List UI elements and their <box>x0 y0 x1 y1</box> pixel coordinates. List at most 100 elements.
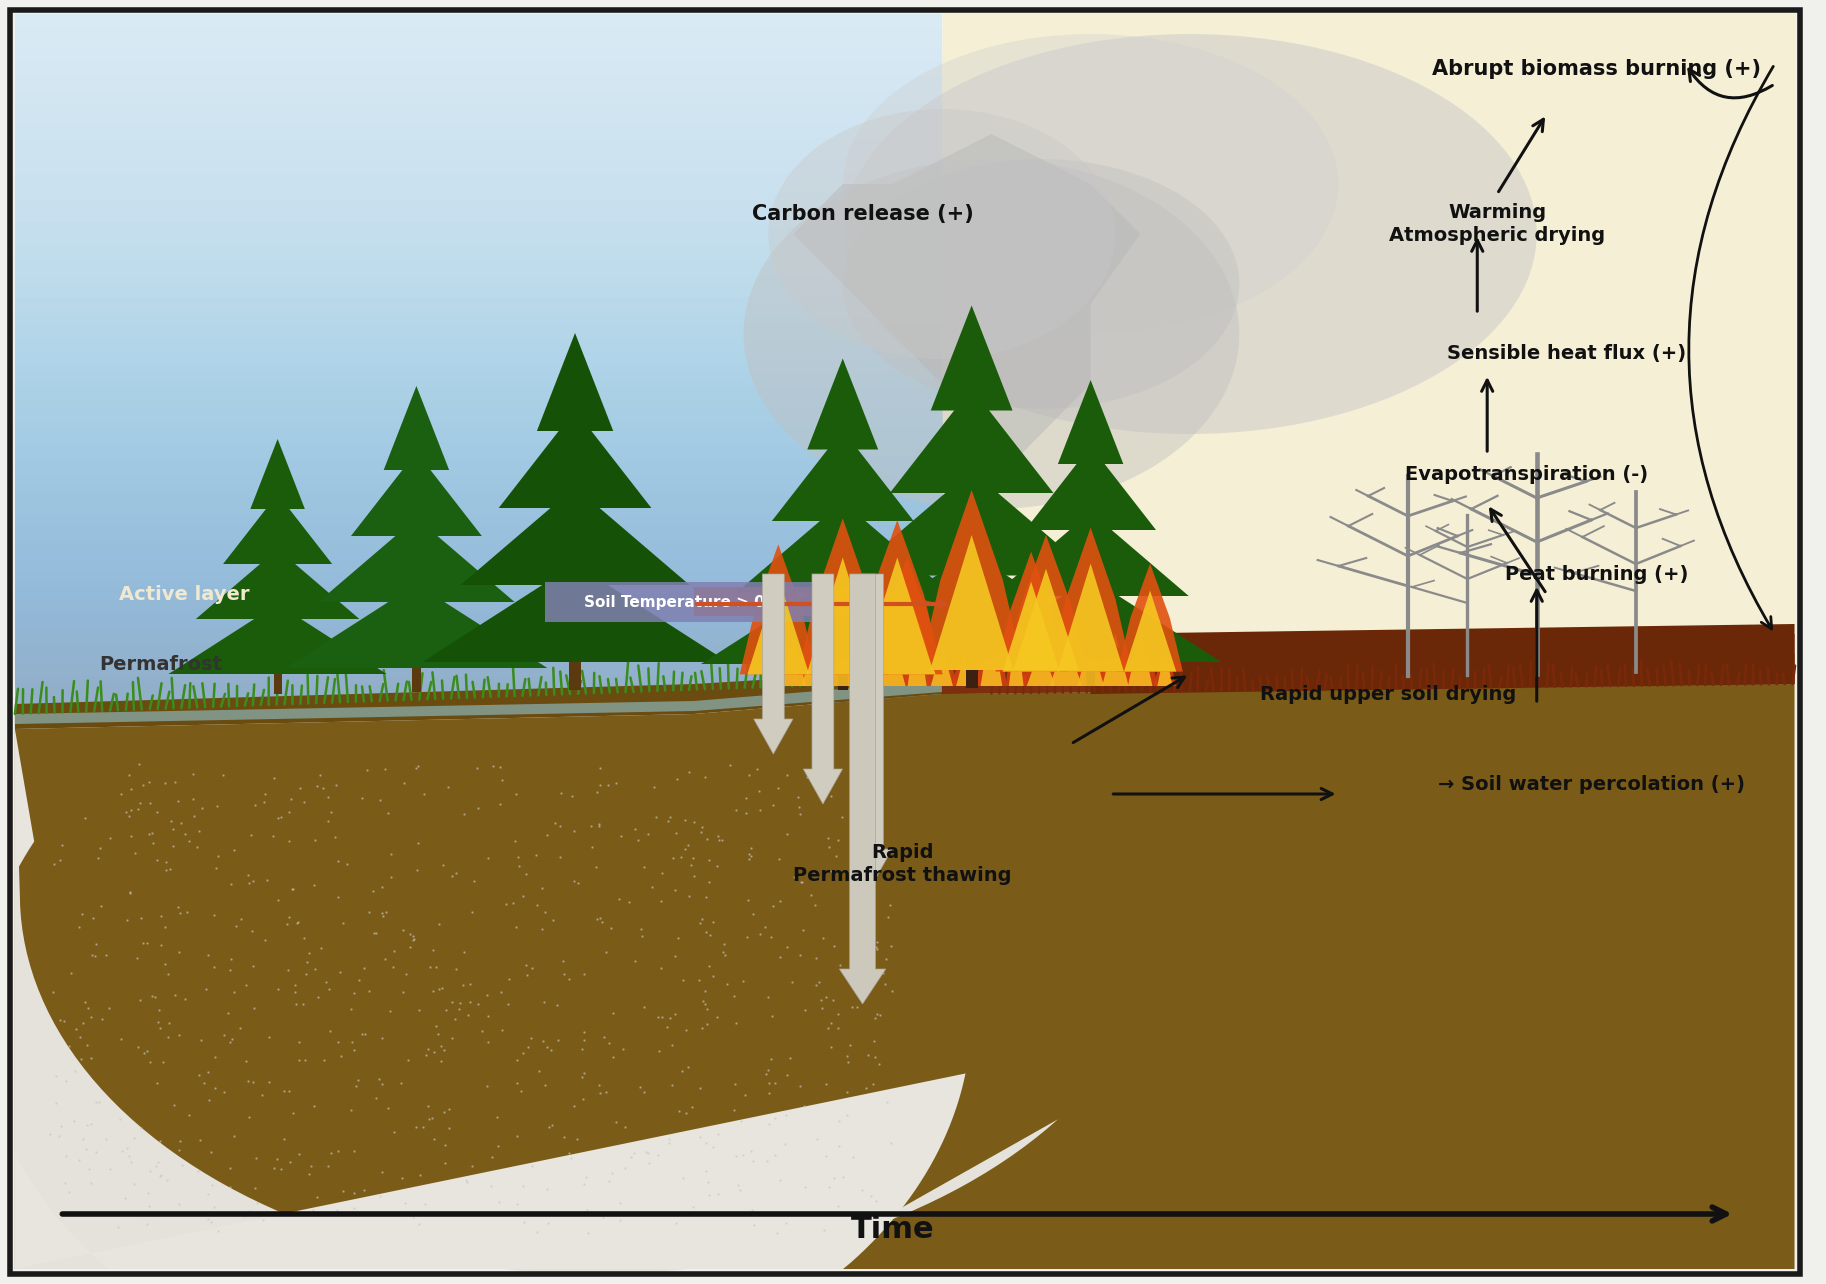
Text: Rapid upper soil drying: Rapid upper soil drying <box>1260 684 1516 704</box>
Polygon shape <box>807 557 878 674</box>
Polygon shape <box>1043 619 1088 686</box>
Text: Sensible heat flux (+): Sensible heat flux (+) <box>1446 344 1685 363</box>
Polygon shape <box>1010 625 1024 686</box>
Text: Warming
Atmospheric drying: Warming Atmospheric drying <box>1390 203 1605 245</box>
Polygon shape <box>803 574 842 804</box>
Polygon shape <box>889 388 1054 493</box>
Ellipse shape <box>844 33 1338 334</box>
Text: Abrupt biomass burning (+): Abrupt biomass burning (+) <box>1432 59 1760 80</box>
Polygon shape <box>926 628 957 686</box>
Ellipse shape <box>844 33 1537 434</box>
Polygon shape <box>993 512 1189 596</box>
Polygon shape <box>1097 611 1134 686</box>
Polygon shape <box>853 520 942 670</box>
Polygon shape <box>736 502 950 592</box>
Polygon shape <box>754 574 792 754</box>
Polygon shape <box>1021 628 1061 686</box>
Text: Peat burning (+): Peat burning (+) <box>1505 565 1687 583</box>
Polygon shape <box>824 609 862 686</box>
Polygon shape <box>849 629 886 686</box>
Bar <box>838 638 847 690</box>
Polygon shape <box>1002 582 1059 672</box>
Polygon shape <box>942 634 1795 693</box>
Bar <box>411 645 422 692</box>
Polygon shape <box>975 589 1006 686</box>
Polygon shape <box>250 439 305 508</box>
Polygon shape <box>908 619 926 686</box>
Bar <box>1086 638 1096 686</box>
FancyArrowPatch shape <box>1689 69 1773 98</box>
Polygon shape <box>1072 620 1110 686</box>
Text: Permafrost: Permafrost <box>99 655 223 674</box>
Text: Carbon release (+): Carbon release (+) <box>752 204 973 223</box>
Bar <box>966 628 977 688</box>
Polygon shape <box>960 578 1222 663</box>
Polygon shape <box>981 619 1002 686</box>
Polygon shape <box>460 487 690 586</box>
Polygon shape <box>15 14 942 704</box>
Polygon shape <box>1024 446 1156 530</box>
Polygon shape <box>318 517 515 602</box>
Ellipse shape <box>743 159 1240 508</box>
Polygon shape <box>1123 606 1158 686</box>
Polygon shape <box>931 645 953 686</box>
Polygon shape <box>498 410 652 508</box>
Polygon shape <box>878 587 935 674</box>
Polygon shape <box>1006 600 1026 686</box>
Polygon shape <box>1048 528 1132 672</box>
Polygon shape <box>15 654 1795 729</box>
Polygon shape <box>878 638 906 686</box>
Polygon shape <box>929 535 1013 670</box>
Polygon shape <box>792 134 1139 584</box>
Polygon shape <box>807 358 878 449</box>
Polygon shape <box>1013 569 1079 670</box>
Polygon shape <box>701 573 984 664</box>
Polygon shape <box>802 637 834 686</box>
Polygon shape <box>951 629 982 686</box>
Polygon shape <box>849 470 1094 575</box>
Text: Soil Temperature > 0°C: Soil Temperature > 0°C <box>584 594 783 610</box>
Polygon shape <box>931 306 1013 411</box>
Polygon shape <box>351 452 482 535</box>
Polygon shape <box>942 14 1795 704</box>
Polygon shape <box>920 490 1024 670</box>
Polygon shape <box>537 333 614 431</box>
Polygon shape <box>862 557 933 670</box>
Polygon shape <box>809 553 1136 657</box>
Polygon shape <box>774 615 811 686</box>
Polygon shape <box>15 729 966 1269</box>
Polygon shape <box>1057 380 1123 464</box>
Polygon shape <box>195 550 360 619</box>
Polygon shape <box>694 587 931 616</box>
Polygon shape <box>1154 634 1176 686</box>
Polygon shape <box>747 577 809 674</box>
Polygon shape <box>772 430 913 521</box>
Polygon shape <box>383 386 449 470</box>
Polygon shape <box>798 519 887 674</box>
Polygon shape <box>1077 639 1105 686</box>
Polygon shape <box>740 544 816 674</box>
Polygon shape <box>422 564 729 663</box>
Bar <box>546 582 824 621</box>
Polygon shape <box>1050 639 1083 686</box>
Bar <box>570 634 581 690</box>
Ellipse shape <box>844 159 1240 410</box>
Polygon shape <box>15 729 1057 1274</box>
Ellipse shape <box>769 109 1116 360</box>
Polygon shape <box>223 494 332 564</box>
Polygon shape <box>15 684 1795 1269</box>
Polygon shape <box>1158 650 1172 686</box>
FancyArrowPatch shape <box>1689 67 1773 629</box>
Polygon shape <box>780 637 805 686</box>
Text: Rapid
Permafrost thawing: Rapid Permafrost thawing <box>792 842 1012 885</box>
Polygon shape <box>1057 564 1125 672</box>
Polygon shape <box>15 672 1795 724</box>
Polygon shape <box>995 552 1066 672</box>
Polygon shape <box>840 574 886 1004</box>
Polygon shape <box>168 603 387 674</box>
Polygon shape <box>1125 591 1176 672</box>
Polygon shape <box>1128 630 1152 686</box>
Text: Time: Time <box>851 1215 935 1243</box>
Text: Evapotranspiration (-): Evapotranspiration (-) <box>1406 465 1649 484</box>
Polygon shape <box>1118 564 1183 672</box>
